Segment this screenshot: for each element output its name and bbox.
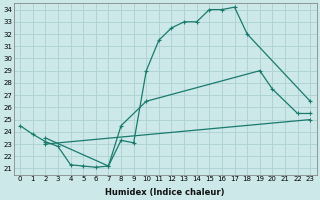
X-axis label: Humidex (Indice chaleur): Humidex (Indice chaleur) <box>106 188 225 197</box>
